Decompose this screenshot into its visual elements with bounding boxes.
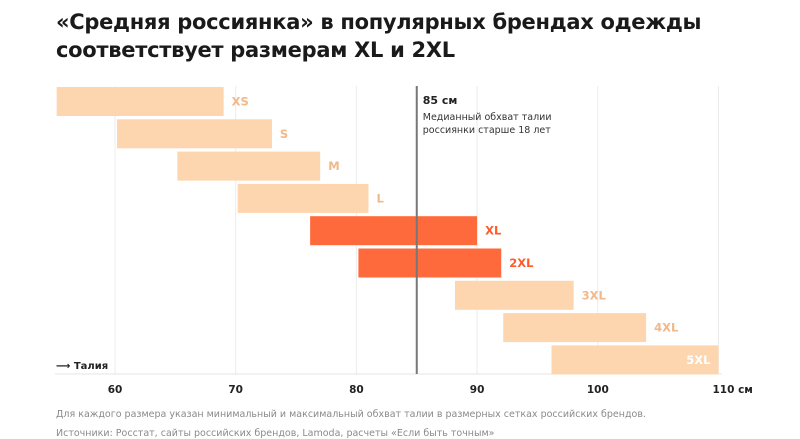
reference-value: 85 см <box>423 94 458 107</box>
bar-4xl <box>503 313 647 343</box>
bar-label: 3XL <box>582 288 607 302</box>
bar-label: S <box>280 127 288 141</box>
bar-s <box>117 119 272 149</box>
reference-annotation: россиянки старше 18 лет <box>423 125 552 136</box>
bar-m <box>177 151 321 181</box>
bar-label: M <box>328 159 339 173</box>
reference-annotation: Медианный обхват талии <box>423 112 552 123</box>
x-tick-label: 100 <box>587 384 609 396</box>
x-tick-label: 110 см <box>713 384 753 396</box>
title-line-1: «Средняя россиянка» в популярных брендах… <box>56 10 702 34</box>
bar-label: 2XL <box>509 256 534 270</box>
bar-5xl <box>551 345 719 375</box>
x-tick-label: 90 <box>470 384 485 396</box>
x-tick-label: 70 <box>228 384 243 396</box>
bar-3xl <box>454 280 574 310</box>
bar-xl <box>310 216 478 246</box>
x-axis-label: ⟶ Талия <box>56 361 108 372</box>
bar-label: 4XL <box>654 321 679 335</box>
bar-label: XS <box>232 95 249 109</box>
bar-label: L <box>376 191 384 205</box>
bar-xs <box>56 87 224 116</box>
bar-l <box>237 183 369 213</box>
bar-2xl <box>358 248 502 278</box>
bar-label: XL <box>485 224 502 238</box>
sources: Источники: Росстат, сайты российских бре… <box>56 428 495 439</box>
chart-title: «Средняя россиянка» в популярных брендах… <box>56 8 701 64</box>
bar-label: 5XL <box>686 353 711 367</box>
footnote: Для каждого размера указан минимальный и… <box>56 409 646 420</box>
x-tick-label: 80 <box>349 384 364 396</box>
title-line-2: соответствует размерам XL и 2XL <box>56 38 455 62</box>
x-tick-label: 60 <box>108 384 123 396</box>
